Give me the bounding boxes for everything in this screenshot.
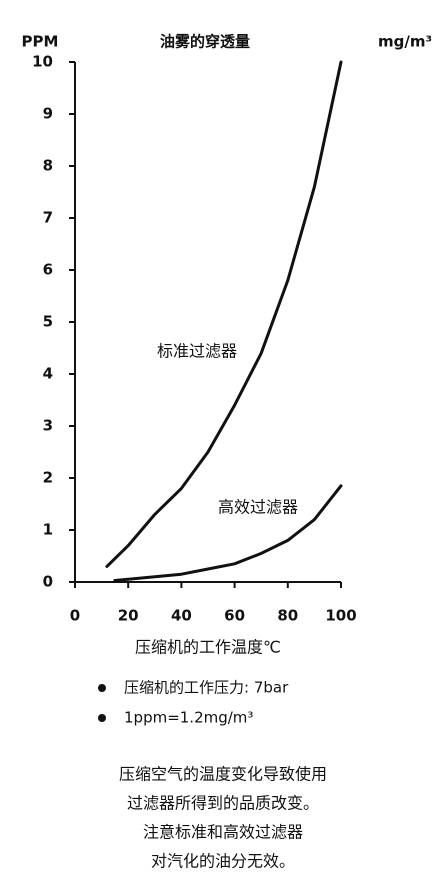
x-tick-label: 40 (171, 607, 192, 625)
y-tick-label: 7 (43, 209, 53, 227)
series-label: 标准过滤器 (157, 342, 237, 361)
x-tick-label: 80 (277, 607, 298, 625)
x-axis-label: 压缩机的工作温度℃ (135, 638, 281, 657)
y-axis-label: PPM (22, 33, 59, 51)
y-tick-label: 5 (43, 313, 53, 331)
y-tick-label: 4 (43, 365, 53, 383)
caption-line: 过滤器所得到的品质改变。 (127, 794, 319, 813)
caption-line: 压缩空气的温度变化导致使用 (119, 765, 327, 784)
series-line (113, 484, 343, 582)
y-tick-label: 0 (43, 573, 53, 591)
y-tick-label: 10 (32, 53, 53, 71)
y-tick-label: 2 (43, 469, 53, 487)
chart-title: 油雾的穿透量 (160, 33, 250, 51)
y2-axis-label: mg/m³ (378, 33, 432, 51)
x-tick-label: 20 (118, 607, 139, 625)
note: 1ppm=1.2mg/m³ (124, 709, 253, 727)
y-tick-label: 3 (43, 417, 53, 435)
bullet (98, 684, 106, 692)
y-tick-label: 1 (43, 521, 53, 539)
note: 压缩机的工作压力: 7bar (124, 679, 289, 697)
caption-line: 注意标准和高效过滤器 (143, 823, 303, 842)
y-tick-label: 9 (43, 105, 53, 123)
caption-line: 对汽化的油分无效。 (151, 852, 295, 871)
y-tick-label: 8 (43, 157, 53, 175)
y-tick-label: 6 (43, 261, 53, 279)
bullet (98, 714, 106, 722)
series-line (105, 60, 343, 568)
x-tick-label: 60 (224, 607, 245, 625)
series-label: 高效过滤器 (218, 498, 298, 517)
x-tick-label: 100 (325, 607, 356, 625)
x-tick-label: 0 (70, 607, 80, 625)
